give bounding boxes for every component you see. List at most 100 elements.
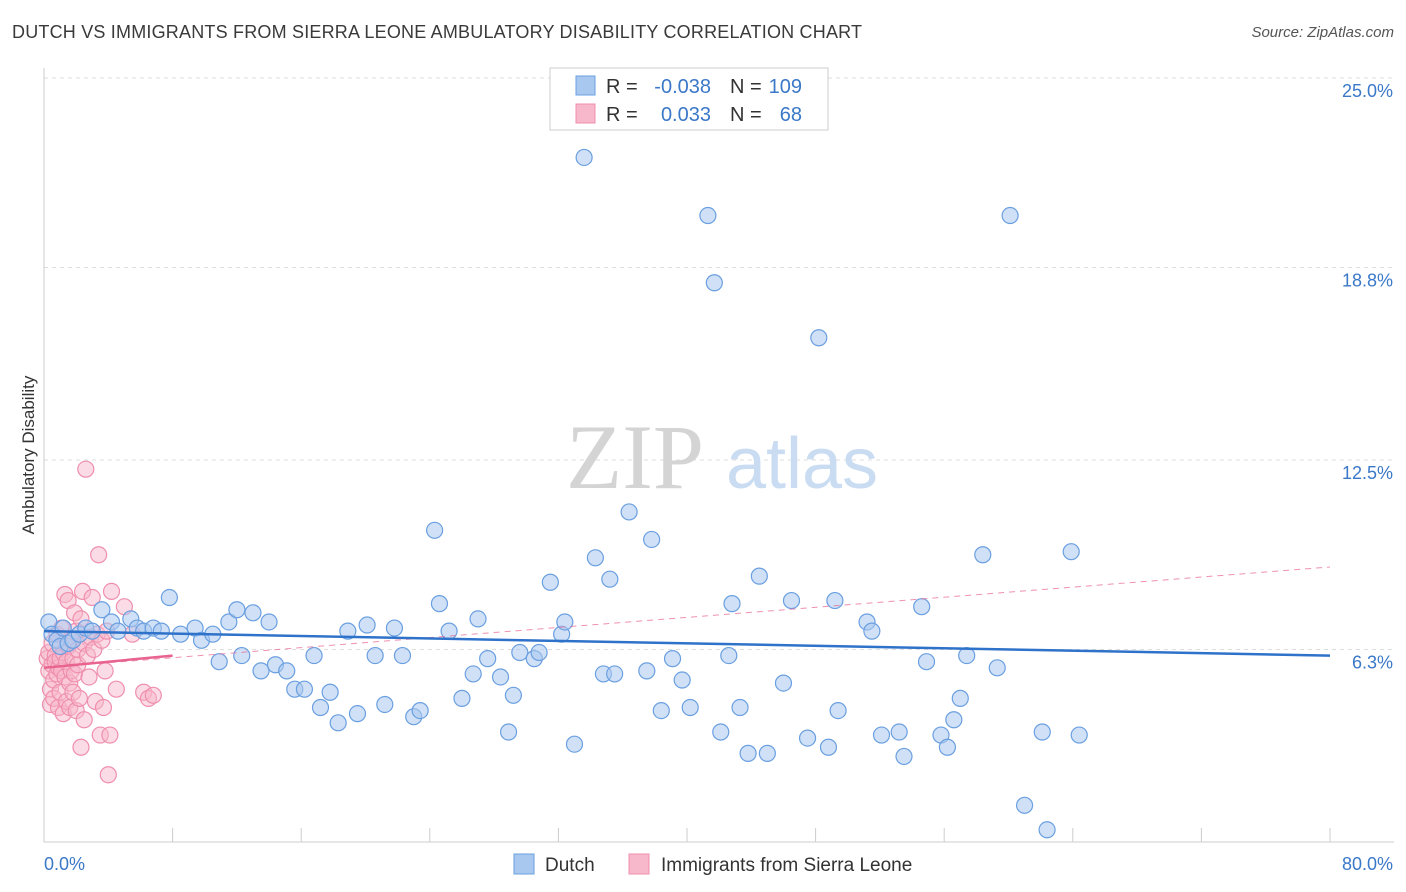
- dutch-point: [228, 601, 246, 619]
- chart-title: DUTCH VS IMMIGRANTS FROM SIERRA LEONE AM…: [12, 22, 863, 42]
- dutch-point: [321, 683, 339, 701]
- dutch-point: [453, 689, 471, 707]
- dutch-point: [575, 148, 593, 167]
- dutch-trend-line: [43, 629, 1331, 657]
- dutch-point: [810, 329, 828, 347]
- series-dutch-points: [40, 148, 1088, 839]
- dutch-point: [295, 680, 314, 698]
- legend-n-value-dutch: 109: [769, 76, 802, 98]
- y-axis-label: Ambulatory Disability: [19, 375, 38, 534]
- dutch-point: [913, 598, 931, 616]
- dutch-point: [826, 591, 844, 610]
- dutch-point: [739, 744, 757, 762]
- dutch-point: [720, 646, 738, 665]
- dutch-point: [819, 738, 838, 756]
- sierra-leone-point: [72, 738, 90, 756]
- dutch-point: [1015, 796, 1034, 814]
- y-tick-label: 12.5%: [1342, 463, 1393, 483]
- sierra-leone-point: [75, 711, 93, 729]
- legend-r-value-dutch: -0.038: [654, 76, 711, 98]
- legend-box: [549, 67, 829, 131]
- sierra-leone-point: [83, 588, 101, 607]
- dutch-point: [681, 698, 699, 717]
- dutch-point: [210, 653, 228, 671]
- dutch-point: [638, 662, 656, 680]
- dutch-point: [774, 674, 793, 692]
- legend-swatch-sierra-leone: [575, 103, 596, 124]
- dutch-point: [652, 701, 670, 720]
- series-sierra-leone-points: [38, 460, 162, 784]
- legend-bottom-swatch-sierra-leone: [628, 853, 650, 875]
- grid-lines: [44, 77, 1394, 650]
- legend-bottom-swatch-dutch: [513, 853, 535, 875]
- dutch-point: [426, 521, 444, 539]
- dutch-point: [464, 665, 482, 683]
- dutch-point: [890, 723, 908, 741]
- legend-n-value-sierra-leone: 68: [780, 104, 802, 126]
- dutch-point: [988, 659, 1006, 677]
- dutch-point: [109, 622, 127, 640]
- dutch-point: [311, 698, 330, 717]
- dutch-point: [663, 650, 682, 668]
- legend-bottom: Dutch Immigrants from Sierra Leone: [513, 853, 912, 876]
- watermark-atlas: atlas: [726, 424, 878, 504]
- dutch-point: [951, 689, 969, 707]
- dutch-point: [673, 671, 691, 689]
- dutch-point: [1062, 543, 1080, 561]
- dutch-point: [601, 570, 619, 588]
- legend-r-label-sierra-leone: R =: [606, 104, 638, 126]
- dutch-point: [348, 705, 367, 723]
- dutch-point: [620, 503, 638, 521]
- dutch-point: [305, 646, 323, 665]
- dutch-point: [244, 604, 262, 622]
- sierra-leone-point: [94, 698, 113, 717]
- dutch-point: [750, 567, 768, 585]
- dutch-point: [479, 650, 497, 668]
- dutch-point: [782, 591, 801, 610]
- sierra-leone-point: [102, 582, 121, 601]
- dutch-point: [1001, 206, 1019, 225]
- dutch-point: [220, 613, 238, 631]
- dutch-point: [329, 714, 347, 732]
- dutch-point: [499, 723, 518, 741]
- dutch-point: [541, 573, 559, 591]
- dutch-point: [385, 619, 404, 637]
- dutch-point: [917, 653, 936, 671]
- source-label: Source: ZipAtlas.com: [1251, 24, 1394, 41]
- dutch-point: [974, 546, 992, 564]
- dutch-point: [723, 595, 741, 613]
- sierra-leone-trend-extended: [43, 566, 1331, 669]
- dutch-point: [863, 622, 881, 640]
- sierra-leone-point: [144, 686, 162, 704]
- dutch-point: [758, 744, 776, 762]
- trend-lines: [43, 566, 1331, 670]
- dutch-point: [260, 613, 278, 631]
- legend-r-value-sierra-leone: 0.033: [661, 104, 711, 126]
- x-tick-label: 80.0%: [1342, 854, 1393, 874]
- dutch-point: [938, 738, 957, 756]
- dutch-point: [731, 698, 749, 717]
- x-tick-label: 0.0%: [44, 854, 85, 874]
- dutch-point: [160, 588, 178, 607]
- watermark-zip: ZIP: [566, 406, 704, 508]
- dutch-point: [530, 643, 548, 662]
- dutch-point: [366, 646, 384, 665]
- sierra-leone-trend-line: [43, 654, 173, 670]
- dutch-point: [606, 665, 624, 683]
- dutch-point: [411, 701, 429, 720]
- dutch-point: [705, 274, 723, 292]
- legend-swatch-dutch: [575, 75, 596, 96]
- y-tick-label: 18.8%: [1342, 270, 1393, 290]
- dutch-point: [586, 549, 604, 567]
- dutch-point: [511, 643, 529, 662]
- dutch-point: [556, 613, 574, 631]
- dutch-point: [430, 595, 449, 613]
- sierra-leone-point: [80, 668, 98, 686]
- dutch-point: [565, 735, 584, 753]
- sierra-leone-point: [77, 460, 95, 478]
- dutch-point: [1033, 723, 1051, 741]
- dutch-point: [469, 610, 487, 628]
- sierra-leone-point: [70, 689, 88, 707]
- dutch-point: [358, 616, 376, 634]
